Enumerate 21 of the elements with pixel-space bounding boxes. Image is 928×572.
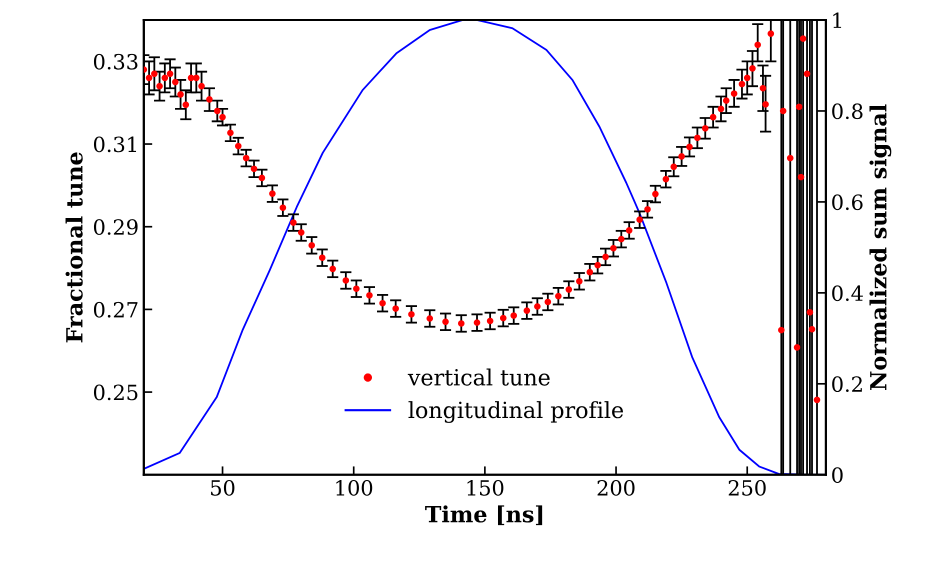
y2-tick-label: 1 — [833, 12, 842, 28]
y2-axis-title: Normalized sum signal — [869, 104, 892, 390]
y-axis-title: Fractional tune — [66, 152, 83, 342]
y2-tick-label: 0.2 — [832, 376, 862, 392]
x-tick-label: 250 — [728, 480, 766, 496]
x-tick-label: 150 — [468, 480, 504, 496]
y2-tick-label: 0.4 — [832, 285, 863, 302]
y-tick-label: 0.27 — [94, 302, 138, 318]
x-tick-label: 100 — [336, 480, 372, 496]
y2-tick-label: 0 — [832, 467, 843, 483]
y-tick-label: 0.33 — [94, 54, 138, 70]
y2-tick-label: 0.8 — [832, 103, 863, 120]
legend-label: vertical tune — [408, 368, 550, 386]
x-tick-label: 50 — [211, 480, 234, 496]
legend-label: longitudinal profile — [408, 401, 624, 423]
y-tick-label: 0.25 — [94, 384, 138, 400]
y-tick-label: 0.29 — [94, 219, 138, 235]
y2-tick-label: 0.6 — [832, 194, 863, 210]
x-tick-label: 200 — [598, 480, 635, 496]
y-tick-label: 0.31 — [94, 136, 136, 152]
x-axis-title: Time [ns] — [425, 505, 542, 526]
